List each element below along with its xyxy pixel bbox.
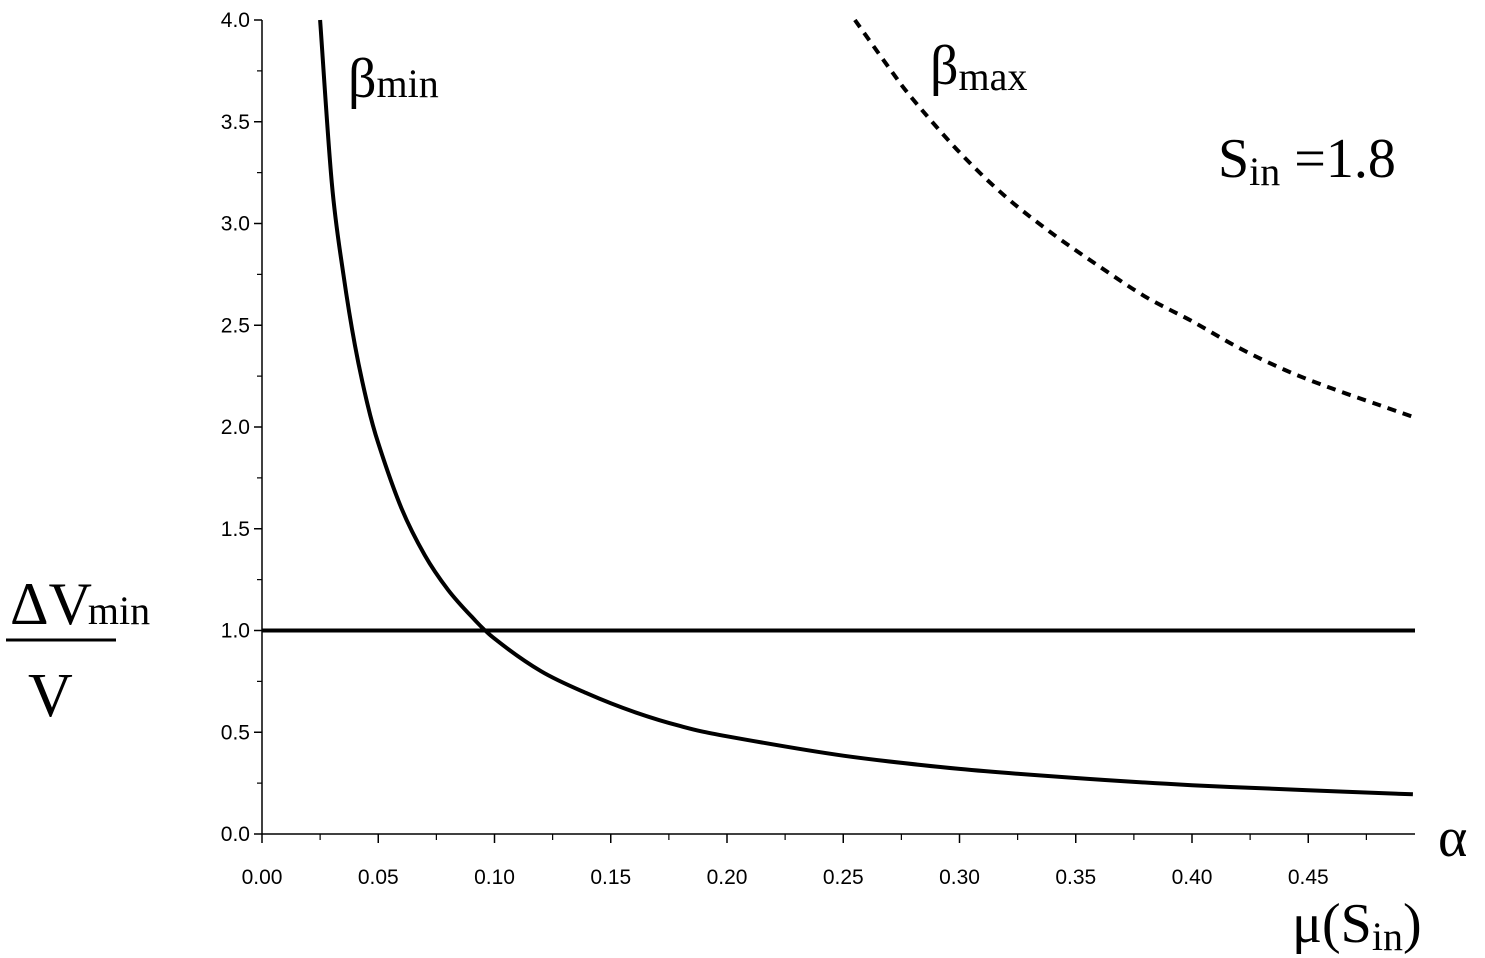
x-tick-label: 0.35: [1055, 866, 1096, 889]
x-axis-label-alpha: α: [1438, 807, 1467, 869]
x-tick-label: 0.40: [1172, 866, 1213, 889]
x-axis-label-mu: μ(Sin): [1292, 893, 1422, 958]
y-tick-label: 1.0: [221, 620, 250, 643]
x-tick-label: 0.00: [242, 866, 283, 889]
x-tick-label: 0.05: [358, 866, 399, 889]
series-label-beta-max: βmax: [930, 35, 1027, 99]
x-tick-label: 0.15: [590, 866, 631, 889]
x-tick-label: 0.25: [823, 866, 864, 889]
y-tick-label: 0.5: [221, 721, 250, 744]
y-tick-label: 3.0: [221, 213, 250, 236]
y-tick-label: 4.0: [221, 9, 250, 32]
series-group: [262, 18, 1415, 797]
x-tick-label: 0.20: [707, 866, 748, 889]
y-tick-label: 3.5: [221, 111, 250, 134]
y-tick-label: 2.5: [221, 314, 250, 337]
param-annotation: Sin =1.8: [1218, 128, 1396, 194]
series-line-max: [853, 18, 1414, 419]
y-label-numerator: ΔVmin: [10, 571, 150, 637]
y-tick-label: 2.0: [221, 416, 250, 439]
series-label-beta-min: βmin: [348, 48, 439, 110]
x-tick-label: 0.10: [474, 866, 515, 889]
ticks: 0.0 0.5 1.0 1.5 2.0 2.5 3.0 3.5 4.0 0.00 0.05 0.10 0…: [221, 9, 1367, 889]
series-line-min: [318, 19, 1413, 797]
y-label-denominator: V: [28, 662, 73, 730]
y-tick-label: 1.5: [221, 518, 250, 541]
y-tick-label: 0.0: [221, 823, 250, 846]
y-axis-label: ΔVmin V: [6, 571, 150, 730]
x-tick-label: 0.30: [939, 866, 980, 889]
x-tick-label: 0.45: [1288, 866, 1329, 889]
